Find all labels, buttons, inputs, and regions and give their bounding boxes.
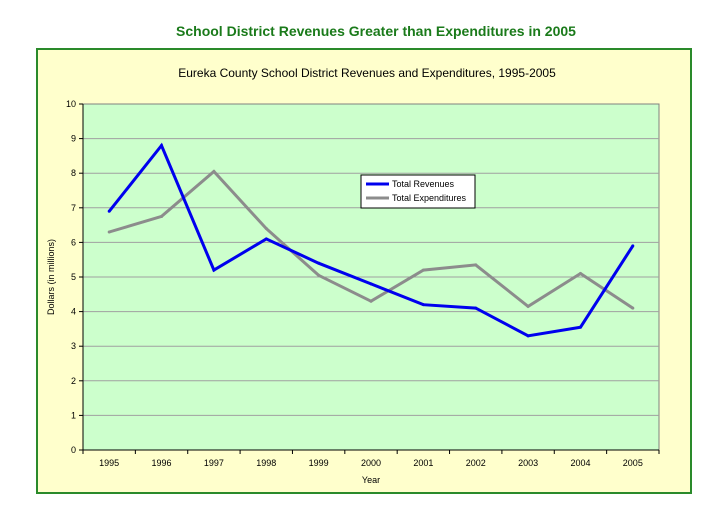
data-point-total-revenues: [421, 303, 425, 307]
data-point-total-revenues: [526, 334, 530, 338]
x-tick-label: 2003: [518, 458, 538, 468]
data-point-total-revenues: [474, 306, 478, 310]
data-point-total-expenditures: [631, 306, 635, 310]
y-tick-label: 3: [71, 341, 76, 351]
y-tick-label: 6: [71, 237, 76, 247]
data-point-total-revenues: [631, 244, 635, 248]
x-tick-label: 1999: [309, 458, 329, 468]
data-point-total-revenues: [578, 325, 582, 329]
data-point-total-expenditures: [317, 273, 321, 277]
axes: 0 1 2 3 4 5 6 7 8 9 10 1995 1996 1997 1998 1999 2000 2001…: [66, 99, 660, 468]
x-tick-label: 2000: [361, 458, 381, 468]
legend-box: [360, 174, 476, 209]
x-tick-label: 1997: [204, 458, 224, 468]
y-tick-label: 2: [71, 376, 76, 386]
x-tick-label: 2004: [570, 458, 590, 468]
chart-frame: Eureka County School District Revenues a…: [36, 48, 692, 494]
y-tick-label: 4: [71, 307, 76, 317]
data-point-total-revenues: [317, 261, 321, 265]
data-point-total-revenues: [160, 144, 164, 148]
y-tick-label: 10: [66, 99, 76, 109]
data-point-total-revenues: [264, 237, 268, 241]
data-point-total-expenditures: [212, 169, 216, 173]
y-tick-label: 0: [71, 445, 76, 455]
x-axis-label: Year: [362, 475, 380, 485]
series-lines: [107, 142, 635, 338]
data-point-total-expenditures: [264, 227, 268, 231]
data-point-total-expenditures: [421, 268, 425, 272]
legend: Total Revenues Total Expenditures: [360, 174, 476, 209]
data-point-total-revenues: [369, 282, 373, 286]
chart-title: Eureka County School District Revenues a…: [178, 66, 556, 80]
x-tick-label: 2002: [466, 458, 486, 468]
data-point-total-revenues: [212, 268, 216, 272]
y-tick-label: 1: [71, 410, 76, 420]
y-tick-label: 5: [71, 272, 76, 282]
y-tick-label: 7: [71, 203, 76, 213]
y-axis-label: Dollars (in millions): [46, 239, 56, 315]
data-point-total-expenditures: [474, 263, 478, 267]
x-tick-label: 1995: [99, 458, 119, 468]
data-point-total-expenditures: [160, 214, 164, 218]
page-title: School District Revenues Greater than Ex…: [176, 23, 576, 39]
data-point-total-expenditures: [369, 299, 373, 303]
y-tick-label: 9: [71, 134, 76, 144]
data-point-total-revenues: [107, 209, 111, 213]
data-point-total-expenditures: [526, 304, 530, 308]
data-point-total-expenditures: [107, 230, 111, 234]
x-tick-label: 1996: [152, 458, 172, 468]
x-tick-label: 2001: [413, 458, 433, 468]
x-tick-label: 2005: [623, 458, 643, 468]
line-chart: Eureka County School District Revenues a…: [46, 66, 660, 485]
gridlines: [83, 138, 659, 416]
legend-label-total-expenditures: Total Expenditures: [392, 193, 467, 203]
data-point-total-expenditures: [578, 272, 582, 276]
y-tick-label: 8: [71, 168, 76, 178]
x-tick-label: 1998: [256, 458, 276, 468]
legend-label-total-revenues: Total Revenues: [392, 179, 455, 189]
